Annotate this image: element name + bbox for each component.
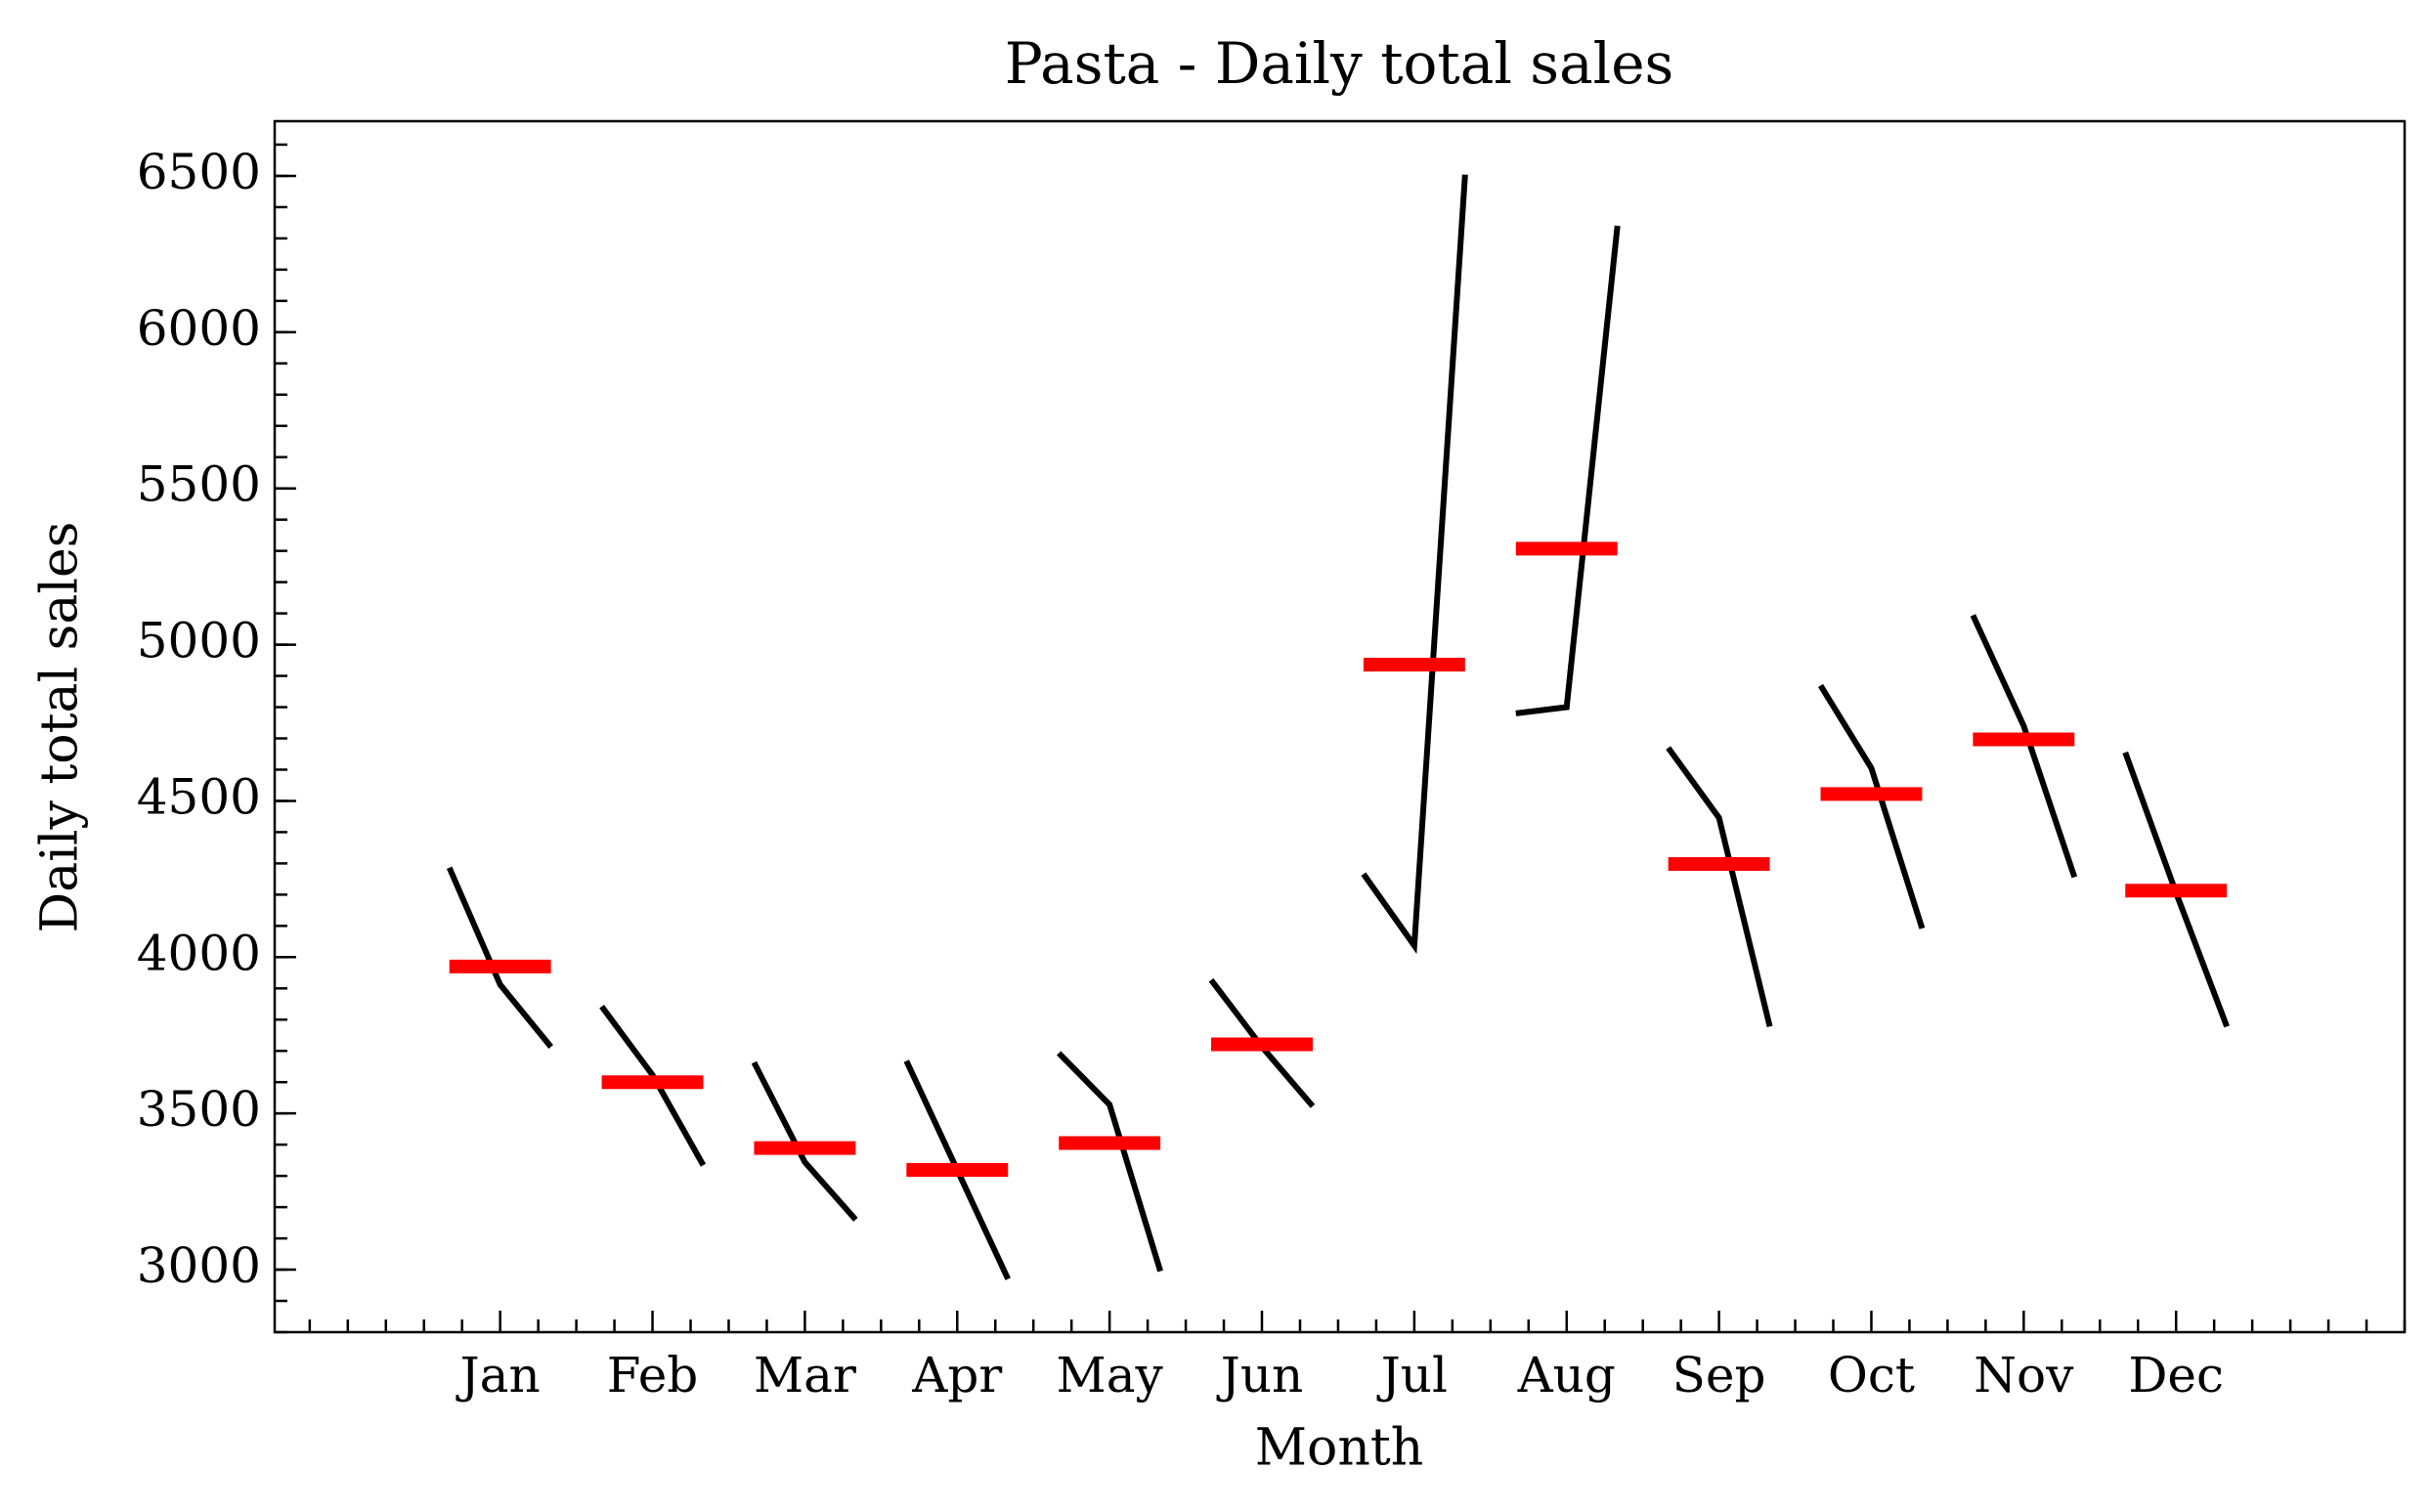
y-tick-label: 3500 xyxy=(137,1081,261,1138)
x-tick-label: Jul xyxy=(1376,1347,1448,1404)
month-line xyxy=(1361,174,1468,955)
plot-frame xyxy=(273,119,2407,1334)
x-tick-label: Apr xyxy=(911,1347,1002,1404)
y-tick-label: 3000 xyxy=(137,1237,261,1294)
x-tick-label: Mar xyxy=(754,1347,856,1404)
y-tick-label: 4500 xyxy=(137,768,261,825)
x-tick-label: Oct xyxy=(1828,1347,1915,1404)
y-tick-label: 5500 xyxy=(137,456,261,513)
month-line xyxy=(1057,1051,1163,1273)
x-tick-label: Dec xyxy=(2128,1347,2224,1404)
x-tick-label: Sep xyxy=(1672,1347,1766,1404)
month-line xyxy=(599,1005,707,1167)
month-line xyxy=(1817,683,1926,929)
x-tick-label: Jan xyxy=(456,1347,541,1404)
y-tick-label: 6500 xyxy=(137,144,261,200)
x-tick-label: Jun xyxy=(1216,1347,1303,1404)
month-line xyxy=(1970,614,2078,879)
y-tick-label: 5000 xyxy=(137,613,261,670)
month-line xyxy=(446,866,553,1049)
month-line xyxy=(1666,746,1773,1028)
x-axis-label: Month xyxy=(1255,1419,1423,1478)
x-tick-label: Nov xyxy=(1974,1347,2074,1404)
chart-title: Pasta - Daily total sales xyxy=(1005,30,1674,97)
y-axis-label: Daily total sales xyxy=(31,522,90,933)
month-line xyxy=(1515,225,1621,716)
x-tick-label: Feb xyxy=(607,1347,699,1404)
y-tick-label: 4000 xyxy=(137,925,261,981)
x-tick-label: May xyxy=(1057,1347,1164,1404)
month-line xyxy=(751,1060,858,1222)
x-tick-label: Aug xyxy=(1517,1347,1616,1404)
y-tick-label: 6000 xyxy=(137,300,261,357)
